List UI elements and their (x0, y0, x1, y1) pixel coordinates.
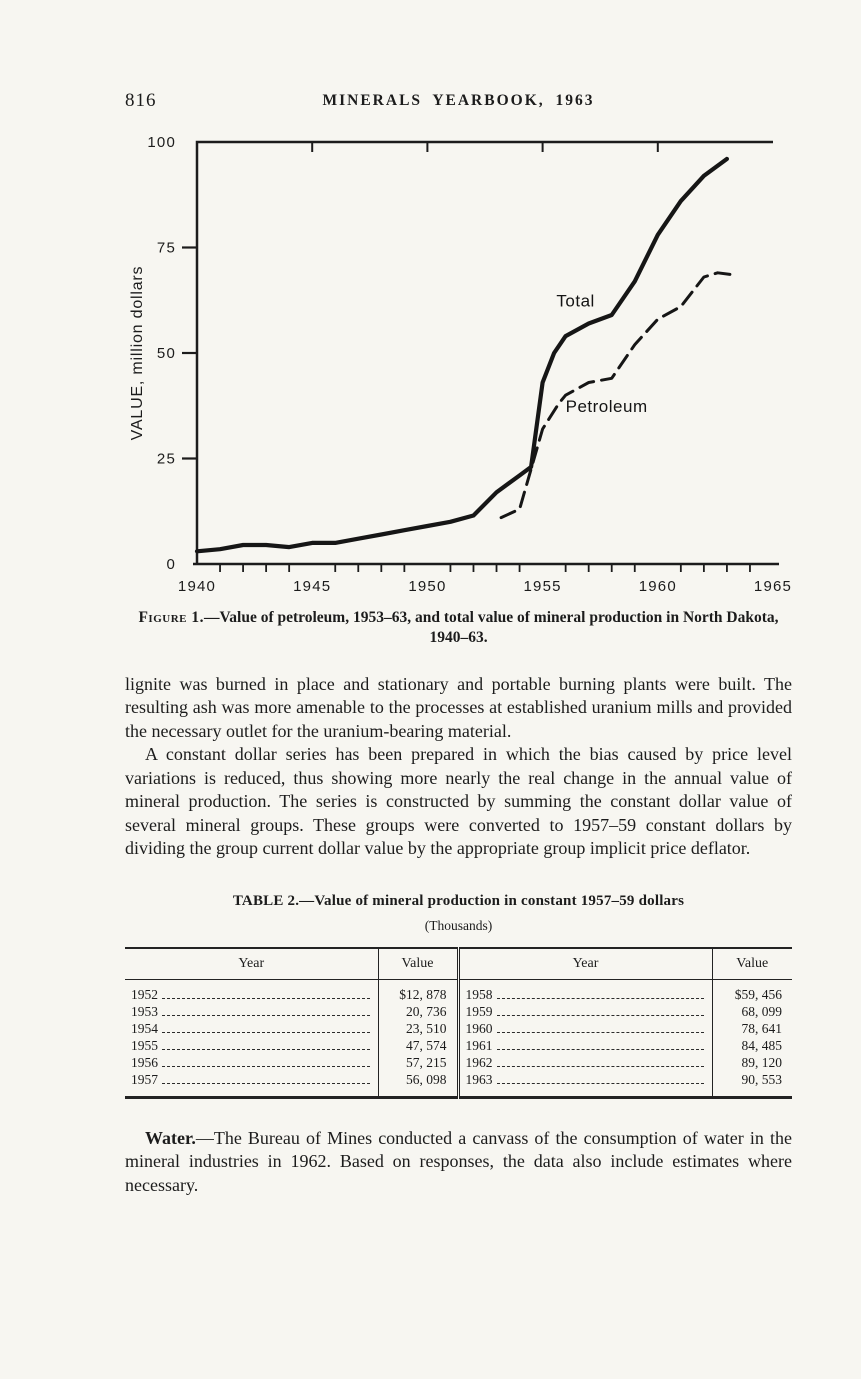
table-row: 1956 57, 215 1962 89, 120 (125, 1053, 792, 1071)
value-cell: 47, 574 (377, 1036, 460, 1054)
series-petroleum-line (499, 271, 736, 520)
leader-dashes (496, 997, 704, 999)
y-tick-label: 50 (157, 345, 176, 362)
figure-caption: Figure 1.—Value of petroleum, 1953–63, a… (135, 608, 783, 649)
leader-dashes (162, 997, 370, 999)
value-cell: 68, 099 (711, 1002, 792, 1020)
table-row: 1957 56, 098 1963 90, 553 (125, 1070, 792, 1098)
value-cell: 89, 120 (711, 1053, 792, 1071)
running-header: MINERALS YEARBOOK, 1963 (322, 92, 595, 109)
table-title-text: —Value of mineral production in constant… (299, 892, 685, 909)
figure-1: 0 25 50 75 100 1940 1945 1950 1955 1960 1965 VALUE,… (125, 126, 792, 649)
column-header-value-right: Value (711, 947, 792, 980)
value-cell: 23, 510 (377, 1019, 460, 1037)
leader-dashes (496, 1031, 704, 1033)
table-header-row: Year Value Year Value (125, 947, 792, 980)
year-cell: 1954 (131, 1020, 158, 1036)
year-cell: 1962 (465, 1054, 493, 1070)
page-body: 0 25 50 75 100 1940 1945 1950 1955 1960 1965 VALUE,… (125, 126, 792, 1197)
chart-frame (195, 140, 773, 564)
series-label-total: Total (556, 292, 594, 311)
table-title-label: TABLE 2. (232, 892, 300, 909)
x-tick-label: 1945 (293, 578, 331, 595)
y-tick-label: 75 (157, 240, 176, 257)
table-2: Year Value Year Value 1952 $12, 878 1958… (125, 946, 792, 1099)
leader-dashes (162, 1048, 370, 1050)
table-row: 1954 23, 510 1960 78, 641 (125, 1019, 792, 1037)
value-cell: 56, 098 (377, 1070, 460, 1098)
value-cell: 78, 641 (711, 1019, 792, 1037)
leader-dashes (496, 1065, 704, 1067)
paragraph-constant-dollar: A constant dollar series has been prepar… (125, 744, 792, 859)
value-cell: 57, 215 (377, 1053, 460, 1071)
y-axis-title: VALUE, million dollars (129, 266, 146, 441)
page-number: 816 (125, 90, 157, 111)
figure-caption-label: Figure 1. (138, 609, 204, 626)
year-cell: 1956 (131, 1054, 158, 1070)
leader-dashes (162, 1065, 370, 1067)
figure-caption-text: —Value of petroleum, 1953–63, and total … (204, 609, 779, 647)
column-header-value-left: Value (377, 947, 460, 980)
year-cell: 1955 (131, 1037, 158, 1053)
year-cell: 1961 (465, 1037, 493, 1053)
paragraph-water: Water.—The Bureau of Mines conducted a c… (125, 1127, 792, 1198)
page-header: 816 MINERALS YEARBOOK, 1963 (0, 0, 861, 111)
x-tick-label: 1960 (639, 578, 677, 595)
table-row: 1952 $12, 878 1958 $59, 456 (125, 979, 792, 1003)
paragraph-lignite: lignite was burned in place and stationa… (125, 673, 792, 741)
leader-dashes (162, 1031, 370, 1033)
year-cell: 1959 (465, 1003, 493, 1019)
y-tick-label: 100 (147, 134, 176, 151)
value-cell: 84, 485 (711, 1036, 792, 1054)
x-tick-label: 1950 (408, 578, 446, 595)
water-lead: Water. (145, 1127, 196, 1148)
year-cell: 1953 (131, 1003, 158, 1019)
leader-dashes (162, 1014, 370, 1016)
x-tick-label: 1940 (178, 578, 216, 595)
year-cell: 1957 (131, 1071, 158, 1087)
table-title: TABLE 2.—Value of mineral production in … (125, 893, 792, 910)
year-cell: 1958 (465, 986, 493, 1002)
table-row: 1955 47, 574 1961 84, 485 (125, 1036, 792, 1054)
figure-chart: 0 25 50 75 100 1940 1945 1950 1955 1960 1965 VALUE,… (129, 134, 792, 595)
year-cell: 1952 (131, 986, 158, 1002)
leader-dashes (496, 1014, 704, 1016)
value-cell: 20, 736 (377, 1002, 460, 1020)
year-cell: 1963 (465, 1071, 493, 1087)
x-tick-label: 1955 (524, 578, 562, 595)
column-header-year-right: Year (458, 947, 712, 980)
value-cell: $12, 878 (377, 979, 460, 1003)
x-tick-label: 1965 (754, 578, 792, 595)
table-subtitle: (Thousands) (424, 917, 493, 933)
value-cell: 90, 553 (711, 1070, 792, 1098)
y-tick-label: 25 (157, 451, 176, 468)
leader-dashes (496, 1082, 704, 1084)
value-cell: $59, 456 (711, 979, 792, 1003)
water-text: —The Bureau of Mines conducted a canvass… (125, 1127, 792, 1195)
column-header-year-left: Year (125, 947, 378, 980)
year-cell: 1960 (465, 1020, 493, 1036)
table-row: 1953 20, 736 1959 68, 099 (125, 1002, 792, 1020)
y-tick-label: 0 (166, 556, 176, 573)
leader-dashes (162, 1082, 370, 1084)
series-label-petroleum: Petroleum (566, 397, 648, 416)
series-total-line (194, 156, 730, 554)
leader-dashes (496, 1048, 704, 1050)
